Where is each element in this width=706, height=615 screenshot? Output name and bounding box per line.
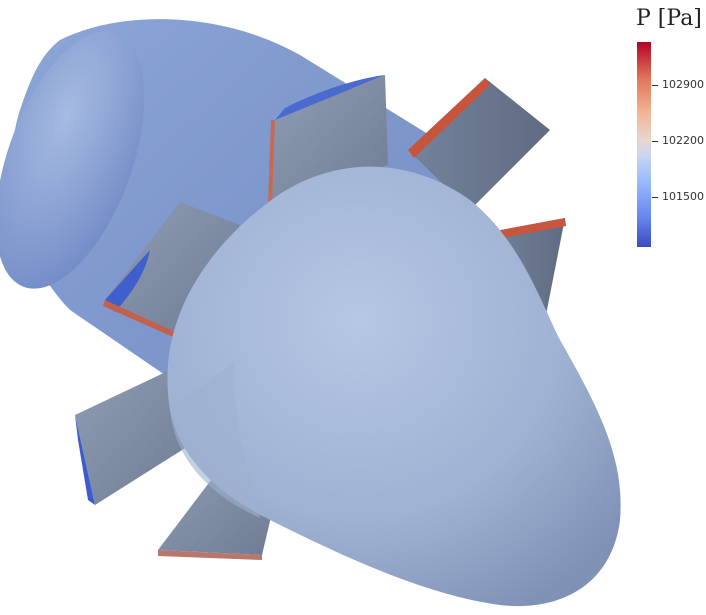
- fin-left: [103, 202, 240, 340]
- legend-title: P [Pa]: [636, 6, 702, 31]
- tick-label-102200: 102200: [662, 134, 704, 147]
- fin-lower-left: [75, 370, 190, 505]
- tick-mark-102200: [652, 141, 658, 142]
- colorbar: [637, 42, 651, 247]
- nose-cone: [167, 166, 621, 607]
- pressure-legend: P [Pa] 102900 102200 101500: [600, 0, 706, 260]
- tick-label-101500: 101500: [662, 190, 704, 203]
- fin-top-right: [408, 78, 550, 210]
- tick-label-102900: 102900: [662, 78, 704, 91]
- tick-mark-102900: [652, 85, 658, 86]
- tick-mark-101500: [652, 197, 658, 198]
